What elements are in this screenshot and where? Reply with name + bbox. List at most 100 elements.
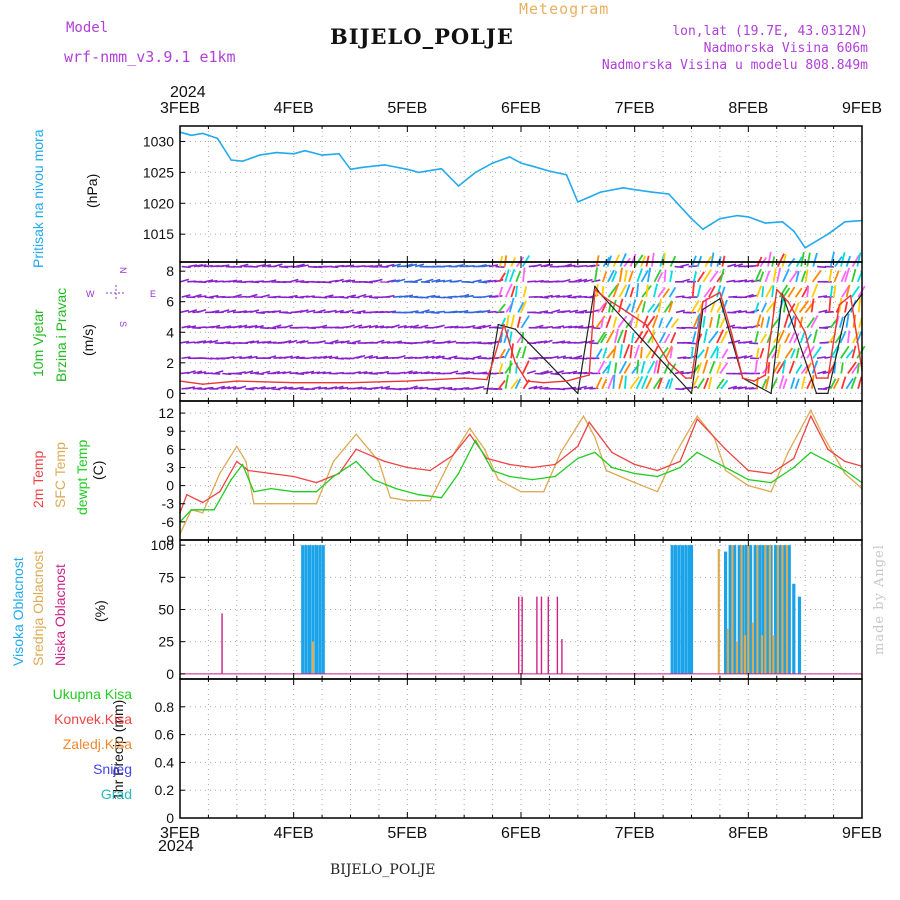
wind-barb <box>749 294 759 298</box>
wind-barb <box>499 348 506 359</box>
wind-barb <box>363 371 373 375</box>
dewpt-line-point <box>827 460 829 463</box>
wind-barb <box>677 356 687 360</box>
wind-barb <box>788 360 795 374</box>
wind-barb <box>833 285 837 298</box>
wind-barb <box>601 364 610 375</box>
wind-barb <box>686 342 696 345</box>
wind-barb <box>318 324 328 329</box>
wind-barb <box>555 325 565 329</box>
wind-barb <box>322 371 332 375</box>
wind-speed-line-point <box>804 331 806 334</box>
dewpt-line-point <box>747 478 750 481</box>
wind-barb <box>487 279 497 283</box>
wind-barb <box>578 309 588 314</box>
dewpt-line-point <box>611 466 613 469</box>
wind-barb <box>845 284 851 298</box>
wind-barb <box>461 370 471 375</box>
wind-speed-line-point <box>787 300 789 303</box>
wind-barb <box>424 278 434 283</box>
wind-barb <box>804 333 813 344</box>
wind-compass: W E N S <box>86 267 156 327</box>
wind-barb <box>381 340 391 344</box>
wind-barb <box>696 377 705 390</box>
wind-barb <box>691 282 695 298</box>
wind-barb <box>211 324 221 329</box>
cloud-bar-high <box>733 545 737 674</box>
y-tick-label: 25 <box>158 634 174 650</box>
wind-barb <box>283 355 293 360</box>
wind-barb <box>707 376 713 389</box>
wind-gust-line-point <box>594 285 596 288</box>
model-label: Model <box>66 20 109 36</box>
pressure-line-point <box>258 154 261 156</box>
wind-barb <box>642 315 649 329</box>
wind-gust-line-point <box>577 392 579 395</box>
wind-barb <box>472 341 482 344</box>
wind-barb <box>629 344 633 359</box>
wind-barb <box>665 378 671 390</box>
wind-barb <box>692 315 700 329</box>
wind-barb <box>209 339 219 344</box>
wind-barb <box>539 310 549 314</box>
wind-barb <box>311 386 322 390</box>
legend-snow: Snijeg <box>93 761 132 777</box>
wind-barb <box>578 278 588 283</box>
cloud-bar-high <box>677 545 681 674</box>
legend-total-rain: Ukupna Kisa <box>52 686 132 702</box>
wind-barb <box>508 268 516 283</box>
wind-speed-line-point <box>667 362 670 364</box>
wind-barb <box>750 324 760 329</box>
wind-barb <box>607 374 615 390</box>
wind-barb <box>344 264 355 268</box>
y-tick-label: 1015 <box>143 226 174 242</box>
wind-speed-line-point <box>503 323 505 326</box>
temp2m-line-point <box>554 463 556 466</box>
y-tick-label: 0 <box>166 810 174 826</box>
wind-barb <box>465 281 475 284</box>
wind-barb <box>346 294 356 298</box>
wind-barb <box>379 311 389 314</box>
wind-barb <box>494 278 504 283</box>
wind-barb <box>845 349 854 359</box>
wind-barb <box>488 264 499 268</box>
wind-barb <box>688 354 698 359</box>
sfc-temp-line-point <box>497 478 500 481</box>
wind-barb <box>221 386 231 390</box>
wind-barb <box>577 385 587 390</box>
wind-barb <box>498 272 506 283</box>
wind-barb <box>607 284 618 298</box>
sfc-temp-line-point <box>844 472 846 475</box>
wind-speed-line-point <box>690 377 693 379</box>
wind-barb <box>669 363 677 374</box>
wind-barb <box>656 358 662 374</box>
wind-barb <box>607 301 612 313</box>
wind-barb <box>441 340 451 344</box>
wind-barb <box>288 294 298 298</box>
sfc-temp-line-point <box>218 472 221 475</box>
temp2m-line-point <box>793 457 795 460</box>
wind-barb <box>601 378 608 390</box>
wind-barb <box>409 310 419 314</box>
x-tick-label-bottom: 8FEB <box>728 825 768 842</box>
cloud-bar-low <box>556 596 559 674</box>
wind-barb <box>569 309 579 314</box>
temp2m-line-point <box>508 463 511 466</box>
wind-barb <box>645 377 653 390</box>
cloud-bar-high <box>744 545 748 674</box>
wind-barb <box>380 370 390 375</box>
wind-barb <box>756 285 763 298</box>
y-tick-label: 75 <box>158 569 174 585</box>
wind-barb <box>690 300 700 313</box>
wind-speed-line-point <box>838 303 841 306</box>
wind-barb <box>771 285 775 298</box>
wind-barb <box>419 324 429 329</box>
pressure-line-point <box>702 228 704 231</box>
x-tick-label-bottom: 7FEB <box>615 825 655 842</box>
wind-barb <box>237 310 248 314</box>
wind-barb <box>650 345 659 359</box>
wind-barb <box>431 278 441 283</box>
wind-barb <box>271 387 281 391</box>
temp2m-line-point <box>218 490 221 493</box>
wind-barb <box>464 371 475 375</box>
